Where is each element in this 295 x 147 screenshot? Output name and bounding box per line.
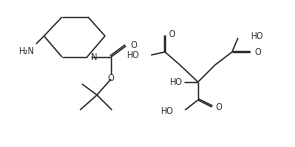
- Text: O: O: [130, 41, 137, 50]
- Text: O: O: [215, 102, 222, 112]
- Text: N: N: [90, 52, 96, 61]
- Text: HO: HO: [169, 77, 182, 86]
- Text: O: O: [168, 30, 175, 39]
- Text: H₂N: H₂N: [18, 46, 34, 56]
- Text: HO: HO: [160, 107, 173, 117]
- Text: O: O: [108, 74, 114, 82]
- Text: O: O: [254, 47, 260, 56]
- Text: HO: HO: [250, 31, 263, 41]
- Text: HO: HO: [126, 51, 139, 60]
